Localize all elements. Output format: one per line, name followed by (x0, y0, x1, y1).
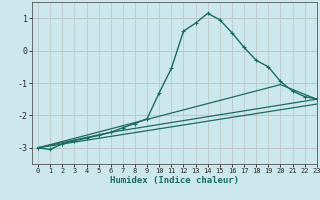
X-axis label: Humidex (Indice chaleur): Humidex (Indice chaleur) (110, 176, 239, 185)
